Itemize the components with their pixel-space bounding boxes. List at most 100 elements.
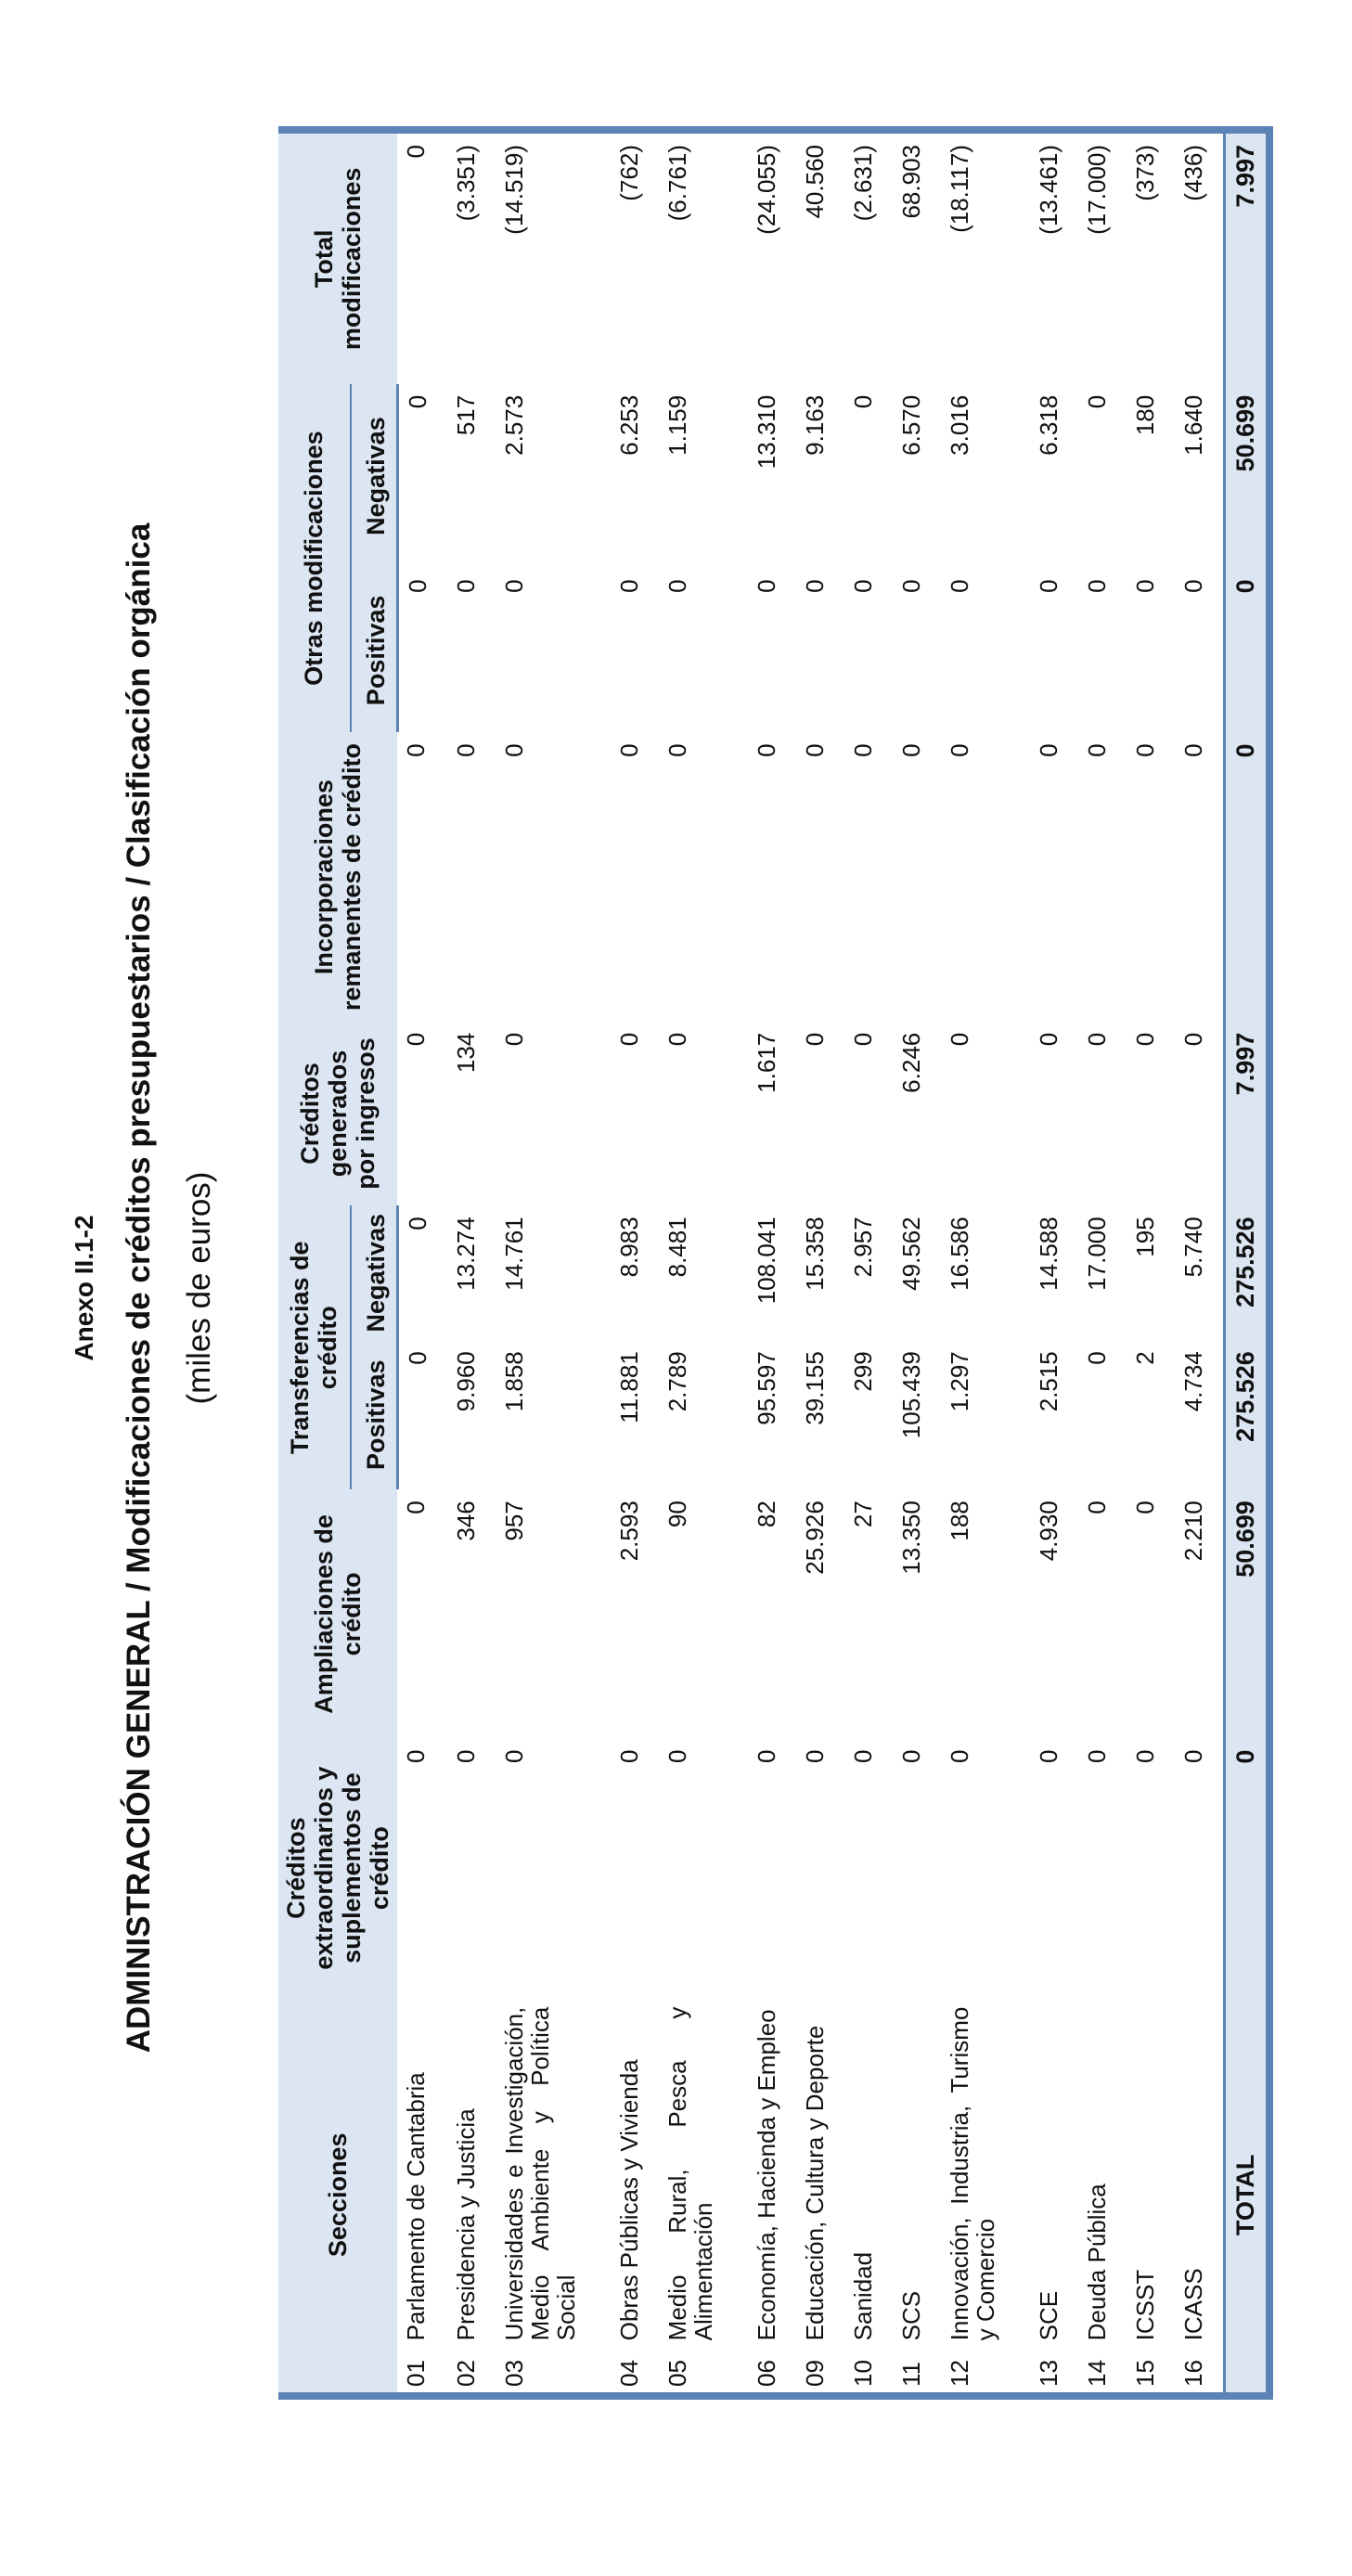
cell-total-modificaciones: (3.351)	[451, 145, 480, 222]
cell-ampliaciones: 0	[1130, 1501, 1159, 1514]
cell-incorporaciones: 0	[1082, 743, 1111, 757]
cell-generados: 0	[614, 1032, 643, 1047]
cell-otras-negativas: 9.163	[800, 394, 829, 456]
table-row: 13 SCE 0 4.930 2.515 14.588 0 0 0 6.318 …	[1030, 130, 1078, 2396]
cell-extraordinarios: 0	[752, 1749, 780, 1764]
cell-ampliaciones: 25.926	[800, 1501, 829, 1575]
table-body: 01 Parlamento de Cantabria 0 0 0 0 0 0 0…	[397, 130, 1224, 2396]
table-row: 16 ICASS 0 2.210 4.734 5.740 0 0 0 1.640…	[1175, 130, 1225, 2396]
cell-total-modificaciones: 0	[402, 145, 430, 159]
section-code: 13	[1034, 2360, 1062, 2387]
cell-ampliaciones: 2.210	[1178, 1501, 1207, 1562]
section-name: SCS	[896, 2290, 925, 2341]
cell-transferencias-positivas: 1.297	[945, 1351, 973, 1412]
table-row: 09 Educación, Cultura y Deporte 0 25.926…	[796, 130, 844, 2396]
cell-generados: 134	[451, 1032, 480, 1074]
cell-extraordinarios: 0	[848, 1749, 877, 1764]
cell-otras-negativas: 0	[1082, 394, 1111, 409]
cell-total-modificaciones: 40.560	[800, 145, 829, 219]
cell-ampliaciones: 0	[402, 1501, 430, 1514]
cell-extraordinarios: 0	[663, 1749, 691, 1764]
header-otras-positivas: Positivas	[350, 568, 397, 733]
section-name: Parlamento de Cantabria	[402, 2072, 430, 2341]
total-transferencias-positivas: 275.526	[1224, 1340, 1269, 1490]
header-otras-negativas: Negativas	[350, 383, 397, 569]
cell-incorporaciones: 0	[614, 743, 643, 757]
cell-transferencias-negativas: 15.358	[800, 1217, 829, 1291]
cell-transferencias-negativas: 108.041	[752, 1217, 780, 1305]
cell-total-modificaciones: (373)	[1130, 145, 1159, 201]
header-ampliaciones: Ampliaciones de crédito	[278, 1489, 397, 1739]
cell-incorporaciones: 0	[499, 743, 528, 757]
cell-transferencias-positivas: 2.515	[1034, 1351, 1062, 1412]
table-row: 04 Obras Públicas y Vivienda 0 2.593 11.…	[611, 130, 659, 2396]
cell-otras-negativas: 0	[403, 394, 431, 409]
cell-otras-positivas: 0	[848, 579, 877, 593]
cell-extraordinarios: 0	[614, 1749, 643, 1764]
cell-ampliaciones: 346	[451, 1501, 480, 1541]
section-code: 06	[752, 2360, 780, 2387]
cell-ampliaciones: 13.350	[896, 1501, 925, 1575]
total-generados: 7.997	[1224, 1021, 1269, 1206]
cell-total-modificaciones: (13.461)	[1034, 145, 1062, 235]
page-title: ADMINISTRACIÓN GENERAL / Modificaciones …	[121, 522, 157, 2054]
section-code: 10	[848, 2360, 877, 2387]
cell-transferencias-negativas: 16.586	[945, 1217, 973, 1291]
cell-extraordinarios: 0	[1130, 1749, 1159, 1764]
cell-otras-positivas: 0	[403, 579, 431, 593]
cell-transferencias-negativas: 8.983	[614, 1217, 643, 1278]
cell-transferencias-positivas: 39.155	[800, 1351, 829, 1425]
cell-total-modificaciones: (762)	[614, 145, 643, 201]
cell-incorporaciones: 0	[451, 743, 480, 757]
cell-generados: 0	[945, 1032, 973, 1047]
section-name: Innovación, Industria, Turismo y Comerci…	[945, 2006, 999, 2341]
cell-transferencias-negativas: 0	[403, 1217, 431, 1230]
table-row: 06 Economía, Hacienda y Empleo 0 82 95.5…	[748, 130, 796, 2396]
cell-otras-negativas: 180	[1130, 394, 1159, 436]
cell-transferencias-positivas: 95.597	[752, 1351, 780, 1425]
cell-incorporaciones: 0	[402, 743, 430, 757]
section-name: Presidencia y Justicia	[451, 2108, 480, 2341]
cell-total-modificaciones: (17.000)	[1082, 145, 1111, 235]
cell-transferencias-positivas: 0	[1082, 1351, 1111, 1365]
cell-otras-negativas: 1.159	[663, 394, 691, 456]
cell-ampliaciones: 27	[848, 1501, 877, 1528]
cell-extraordinarios: 0	[1034, 1749, 1062, 1764]
cell-generados: 0	[1178, 1032, 1207, 1047]
total-ampliaciones: 50.699	[1224, 1489, 1269, 1739]
table-row: 11 SCS 0 13.350 105.439 49.562 6.246 0 0…	[893, 130, 941, 2396]
table-row: 15 ICSST 0 0 2 195 0 0 0 180 (373)	[1127, 130, 1175, 2396]
table-row: 03 Universidades e Investigación, Medio …	[496, 130, 611, 2396]
cell-incorporaciones: 0	[752, 743, 780, 757]
section-code: 11	[896, 2362, 925, 2387]
cell-incorporaciones: 0	[945, 743, 973, 757]
cell-total-modificaciones: (2.631)	[848, 145, 877, 222]
cell-otras-positivas: 0	[1130, 579, 1159, 593]
header-extraordinarios: Créditos extraordinarios y suplementos d…	[278, 1738, 397, 1998]
header-otras-modificaciones: Otras modificaciones	[278, 383, 351, 733]
header-transferencias-negativas: Negativas	[350, 1205, 397, 1341]
cell-ampliaciones: 2.593	[614, 1501, 643, 1562]
cell-incorporaciones: 0	[896, 743, 925, 757]
cell-transferencias-positivas: 1.858	[499, 1351, 528, 1412]
section-name: ICASS	[1178, 2268, 1207, 2341]
cell-otras-negativas: 517	[451, 394, 480, 436]
cell-otras-negativas: 3.016	[945, 394, 973, 456]
cell-transferencias-negativas: 5.740	[1178, 1217, 1207, 1278]
cell-extraordinarios: 0	[1178, 1749, 1207, 1764]
cell-total-modificaciones: (18.117)	[945, 145, 973, 233]
cell-transferencias-positivas: 2.789	[663, 1351, 691, 1412]
cell-incorporaciones: 0	[1130, 743, 1159, 757]
total-otras-positivas: 0	[1224, 568, 1269, 733]
cell-otras-positivas: 0	[1082, 579, 1111, 593]
cell-otras-positivas: 0	[800, 579, 829, 593]
cell-ampliaciones: 90	[663, 1501, 691, 1528]
cell-total-modificaciones: (436)	[1178, 145, 1207, 201]
cell-ampliaciones: 4.930	[1034, 1501, 1062, 1562]
cell-otras-positivas: 0	[1178, 579, 1207, 593]
cell-transferencias-positivas: 4.734	[1178, 1351, 1207, 1412]
cell-generados: 0	[499, 1032, 528, 1047]
cell-otras-positivas: 0	[614, 579, 643, 593]
cell-otras-negativas: 6.318	[1034, 394, 1062, 456]
